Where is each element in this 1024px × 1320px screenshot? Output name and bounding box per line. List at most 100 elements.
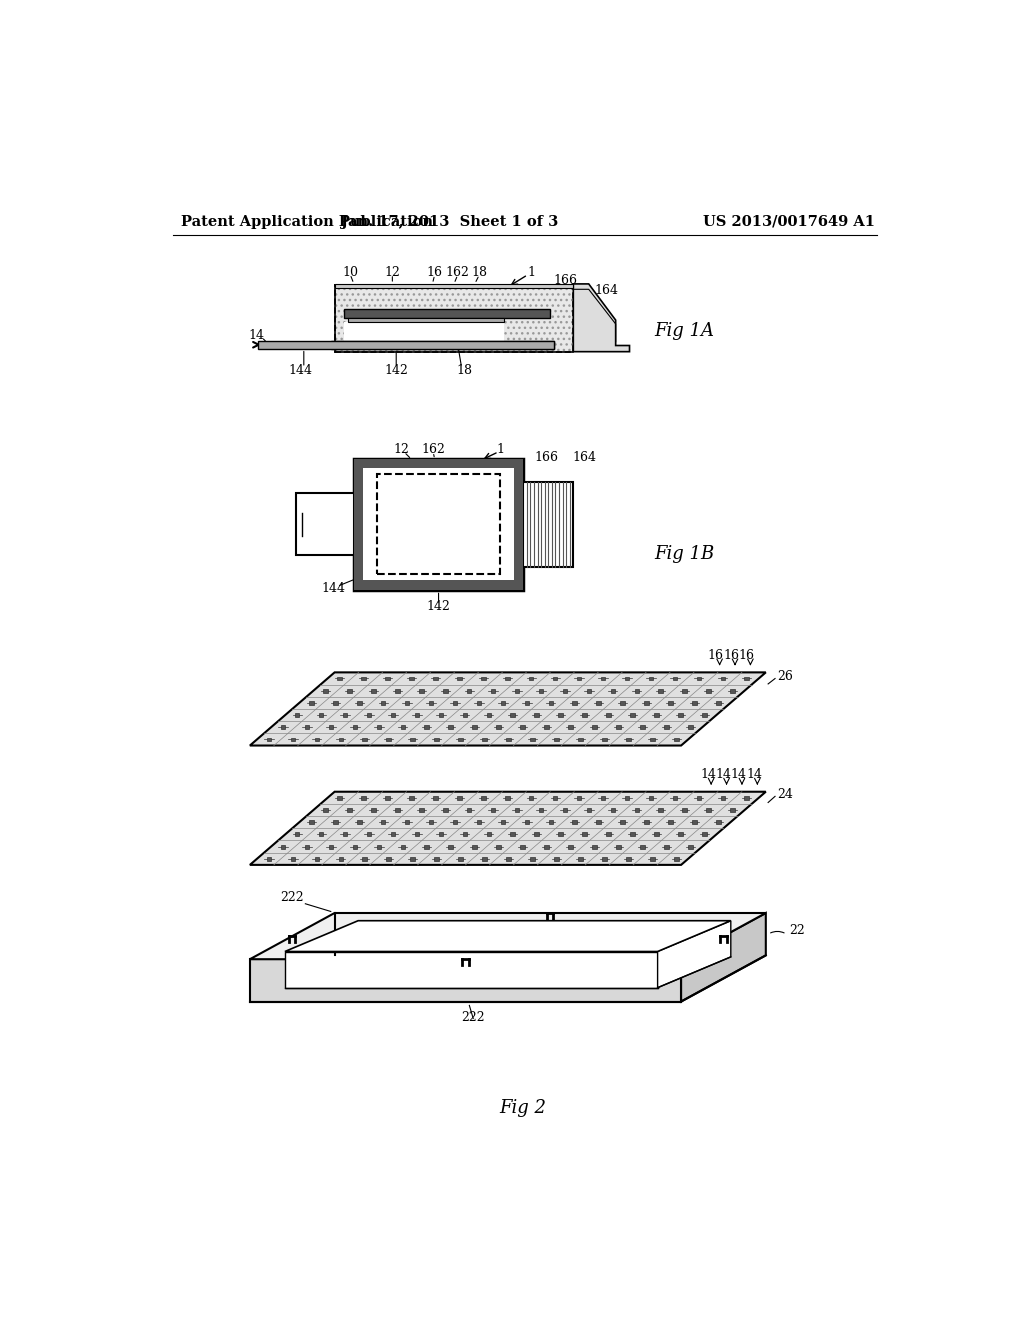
Bar bbox=[377, 474, 500, 574]
Bar bbox=[596, 701, 601, 705]
Bar bbox=[362, 738, 367, 742]
Bar bbox=[357, 820, 361, 824]
Text: 162: 162 bbox=[421, 444, 445, 455]
Bar bbox=[621, 701, 625, 705]
Bar bbox=[554, 738, 559, 742]
Bar bbox=[305, 725, 309, 729]
Text: 12: 12 bbox=[384, 265, 400, 279]
Bar bbox=[295, 713, 299, 717]
Bar bbox=[305, 845, 309, 849]
Bar bbox=[716, 701, 721, 705]
Bar bbox=[419, 689, 424, 693]
Text: 26: 26 bbox=[777, 671, 794, 682]
Bar bbox=[434, 857, 439, 861]
Bar bbox=[377, 725, 381, 729]
Bar bbox=[528, 796, 534, 800]
Bar bbox=[347, 689, 351, 693]
Text: 144: 144 bbox=[288, 363, 312, 376]
Bar bbox=[335, 284, 573, 288]
Text: 10: 10 bbox=[342, 265, 358, 279]
Bar bbox=[348, 318, 504, 322]
Text: 14: 14 bbox=[700, 768, 716, 781]
Bar bbox=[539, 689, 544, 693]
Bar bbox=[411, 857, 415, 861]
Bar bbox=[490, 689, 496, 693]
Bar bbox=[707, 808, 711, 812]
Bar bbox=[415, 833, 419, 837]
Bar bbox=[385, 677, 390, 680]
Bar bbox=[459, 738, 463, 742]
Bar bbox=[520, 725, 525, 729]
Bar bbox=[626, 857, 631, 861]
Bar bbox=[648, 796, 653, 800]
Bar bbox=[539, 808, 544, 812]
Bar bbox=[354, 459, 523, 469]
Bar bbox=[472, 845, 477, 849]
Text: 222: 222 bbox=[265, 952, 289, 965]
Bar bbox=[674, 857, 679, 861]
Bar bbox=[281, 845, 286, 849]
Bar bbox=[545, 725, 549, 729]
Bar bbox=[688, 725, 692, 729]
Bar bbox=[367, 833, 372, 837]
Text: 162: 162 bbox=[445, 265, 470, 279]
Bar bbox=[626, 738, 631, 742]
Bar bbox=[318, 713, 324, 717]
Bar bbox=[553, 796, 557, 800]
Bar bbox=[616, 725, 621, 729]
Bar bbox=[361, 796, 366, 800]
Bar bbox=[505, 677, 510, 680]
Bar bbox=[463, 833, 467, 837]
Bar bbox=[592, 725, 597, 729]
Bar bbox=[438, 833, 443, 837]
Text: 18: 18 bbox=[471, 265, 487, 279]
Bar bbox=[309, 820, 313, 824]
Bar bbox=[572, 820, 578, 824]
Bar bbox=[486, 713, 492, 717]
Text: 222: 222 bbox=[462, 1011, 485, 1024]
Bar bbox=[688, 845, 692, 849]
Bar bbox=[343, 833, 347, 837]
Bar bbox=[577, 677, 582, 680]
Text: 16: 16 bbox=[723, 648, 739, 661]
Bar bbox=[602, 857, 606, 861]
Bar bbox=[654, 833, 658, 837]
Text: 16: 16 bbox=[708, 648, 724, 661]
Bar bbox=[443, 689, 447, 693]
Bar bbox=[549, 820, 553, 824]
Text: 1: 1 bbox=[497, 444, 504, 455]
Bar bbox=[354, 459, 364, 590]
Bar bbox=[333, 701, 338, 705]
Bar bbox=[486, 833, 492, 837]
Bar bbox=[696, 677, 701, 680]
Bar bbox=[678, 833, 683, 837]
Bar bbox=[425, 725, 429, 729]
Text: 14: 14 bbox=[716, 768, 731, 781]
Bar bbox=[404, 820, 410, 824]
Bar bbox=[482, 857, 486, 861]
Bar bbox=[477, 820, 481, 824]
Bar bbox=[610, 808, 615, 812]
Bar bbox=[640, 725, 645, 729]
Text: 14: 14 bbox=[746, 768, 762, 781]
Bar bbox=[520, 845, 525, 849]
Bar bbox=[453, 701, 458, 705]
Bar bbox=[692, 820, 697, 824]
Bar bbox=[361, 677, 366, 680]
Bar bbox=[673, 796, 677, 800]
Text: Fig 1A: Fig 1A bbox=[654, 322, 714, 339]
Bar bbox=[664, 845, 669, 849]
Bar bbox=[583, 833, 587, 837]
Bar bbox=[324, 808, 328, 812]
Bar bbox=[386, 738, 391, 742]
Bar bbox=[506, 857, 511, 861]
Bar bbox=[449, 845, 453, 849]
Bar bbox=[577, 796, 582, 800]
Bar bbox=[514, 459, 523, 590]
Bar bbox=[549, 701, 553, 705]
Bar bbox=[339, 738, 343, 742]
Bar bbox=[702, 833, 707, 837]
Bar bbox=[511, 833, 515, 837]
Polygon shape bbox=[250, 672, 766, 746]
Bar bbox=[630, 833, 635, 837]
